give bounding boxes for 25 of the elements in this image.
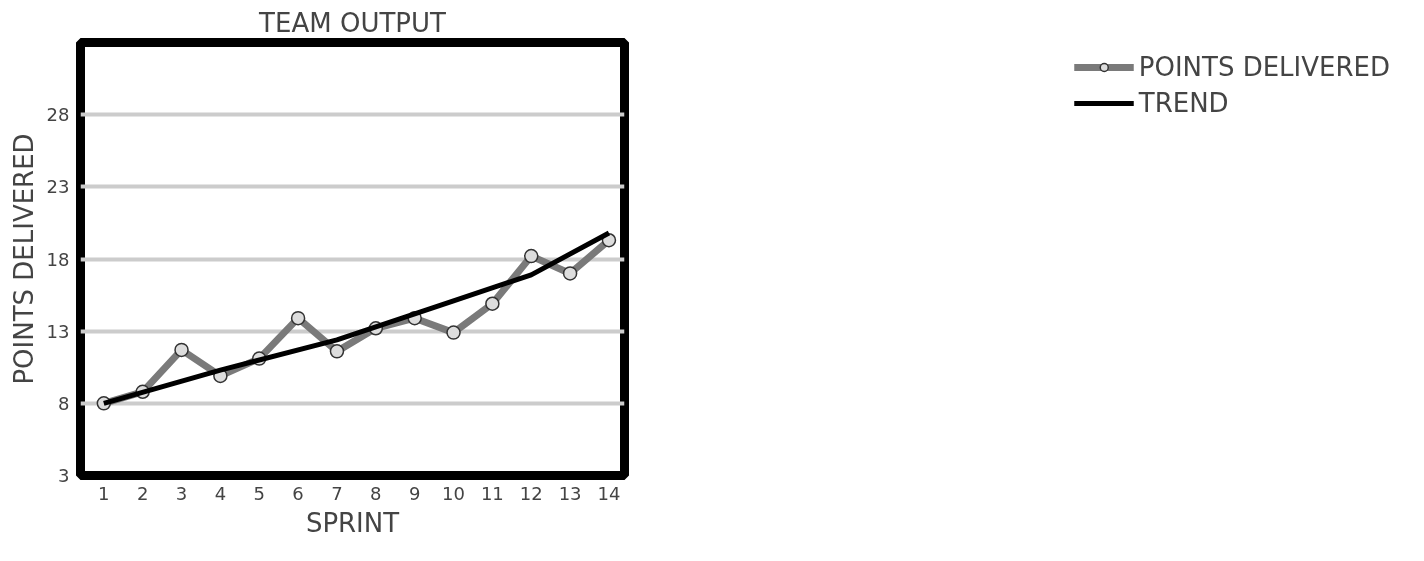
- x-tick-label: 10: [442, 482, 465, 504]
- x-tick-label: 12: [519, 482, 543, 504]
- x-tick-label: 6: [292, 482, 304, 504]
- legend-label: TREND: [1138, 88, 1229, 118]
- x-tick-label: 13: [558, 482, 582, 504]
- x-tick-label: 3: [175, 482, 188, 504]
- x-tick-label: 8: [370, 482, 382, 504]
- x-tick-label: 9: [408, 482, 421, 504]
- x-tick-label: 1: [98, 482, 110, 504]
- chart-title: TEAM OUTPUT: [258, 7, 446, 38]
- y-tick-label: 13: [46, 320, 70, 342]
- x-tick-label: 7: [331, 482, 343, 504]
- x-tick-label: 5: [253, 482, 265, 504]
- x-axis-title: SPRINT: [305, 507, 400, 538]
- x-tick-label: 4: [214, 482, 227, 504]
- y-tick-label: 28: [46, 104, 70, 126]
- y-axis-title: POINTS DELIVERED: [8, 133, 39, 385]
- x-tick-label: 14: [597, 482, 621, 504]
- x-tick-label: 11: [480, 482, 504, 504]
- y-tick-label: 3: [58, 465, 70, 486]
- y-tick-label: 8: [58, 392, 70, 414]
- x-tick-label: 2: [136, 482, 149, 504]
- y-tick-label: 23: [46, 176, 70, 198]
- y-tick-label: 18: [46, 248, 70, 270]
- legend-label: POINTS DELIVERED: [1138, 52, 1390, 82]
